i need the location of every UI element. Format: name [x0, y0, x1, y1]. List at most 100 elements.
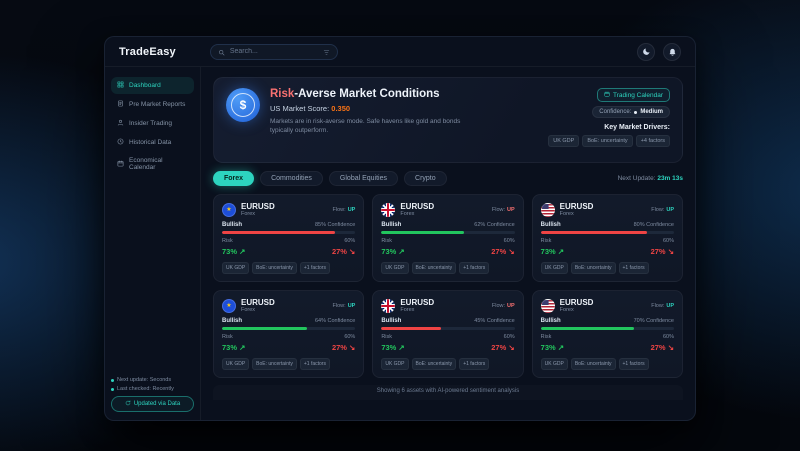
status-line: Next update: Seconds	[111, 377, 194, 383]
asset-market: Forex	[400, 307, 415, 313]
risk-value: 60%	[662, 334, 674, 340]
driver-tag[interactable]: UK GDP	[540, 358, 568, 370]
sentiment-label: Bullish	[222, 222, 243, 228]
refresh-data-button[interactable]: Updated via Data	[111, 396, 194, 412]
asset-card[interactable]: EURUSD Forex Flow: UP Bullish 64% Confid…	[213, 290, 365, 378]
driver-tag[interactable]: BoE: uncertainty	[411, 358, 457, 370]
driver-tag[interactable]: BoE: uncertainty	[252, 358, 297, 370]
bullish-percent: 73% ↗	[222, 343, 246, 352]
driver-tag[interactable]: BoE: uncertainty	[582, 135, 633, 147]
tab-forex[interactable]: Forex	[213, 171, 255, 186]
driver-tag[interactable]: +1 factors	[618, 262, 649, 274]
driver-tag[interactable]: UK GDP	[381, 358, 409, 370]
tab-global-equities[interactable]: Global Equities	[328, 171, 399, 186]
confidence-bar	[222, 327, 356, 330]
status-text: Next update: Seconds	[117, 377, 172, 383]
driver-tag[interactable]: +1 factors	[299, 262, 330, 274]
driver-tag[interactable]: UK GDP	[222, 262, 250, 274]
confidence-text: 85% Confidence	[314, 222, 356, 228]
bullish-percent: 73% ↗	[381, 247, 405, 256]
us-flag-icon	[540, 202, 555, 217]
driver-tag[interactable]: +1 factors	[618, 358, 649, 370]
user-icon	[117, 119, 124, 128]
confidence-text: 70% Confidence	[633, 318, 674, 324]
tab-commodities[interactable]: Commodities	[260, 171, 323, 186]
confidence-bar-fill	[222, 231, 336, 234]
sidebar-item-pre-market-reports[interactable]: Pre Market Reports	[111, 96, 194, 113]
uk-flag-icon	[381, 298, 396, 313]
sidebar: Dashboard Pre Market Reports Insider Tra…	[105, 67, 201, 420]
sentiment-label: Bullish	[540, 318, 561, 324]
flow-value: UP	[507, 206, 515, 213]
hero-left: $ Risk-Averse Market Conditions US Marke…	[226, 88, 502, 152]
driver-tag[interactable]: BoE: uncertainty	[570, 358, 616, 370]
app-logo: TradeEasy	[119, 45, 176, 58]
risk-value: 60%	[344, 238, 356, 244]
confidence-badge: Confidence: Medium	[592, 106, 670, 118]
confidence-text: 64% Confidence	[314, 318, 356, 324]
refresh-icon	[125, 400, 131, 408]
risk-value: 60%	[503, 238, 515, 244]
notifications-button[interactable]	[663, 42, 681, 61]
asset-card[interactable]: EURUSD Forex Flow: UP Bullish 70% Confid…	[531, 290, 683, 378]
asset-symbol: EURUSD	[400, 298, 435, 307]
driver-tag[interactable]: BoE: uncertainty	[252, 262, 297, 274]
topbar-actions	[637, 42, 681, 61]
sidebar-item-label: Historical Data	[129, 139, 172, 146]
theme-toggle-button[interactable]	[637, 42, 655, 61]
confidence-text: 62% Confidence	[474, 222, 515, 228]
driver-tag[interactable]: UK GDP	[381, 262, 409, 274]
risk-value: 60%	[344, 334, 356, 340]
driver-tag[interactable]: UK GDP	[540, 262, 568, 274]
driver-tag[interactable]: +1 factors	[299, 358, 330, 370]
confidence-bar	[222, 231, 356, 234]
risk-label: Risk	[381, 334, 393, 340]
flow-value: UP	[347, 302, 356, 309]
sidebar-item-dashboard[interactable]: Dashboard	[111, 77, 194, 94]
flow-indicator: Flow: UP	[651, 206, 674, 213]
bearish-percent: 27% ↘	[650, 247, 674, 256]
bell-icon	[668, 43, 677, 61]
asset-symbol: EURUSD	[559, 202, 594, 211]
search-input[interactable]	[229, 48, 318, 55]
confidence-dot-icon	[634, 110, 638, 114]
sidebar-item-label: Pre Market Reports	[129, 101, 186, 108]
driver-tag[interactable]: UK GDP	[548, 135, 580, 147]
bullish-percent: 73% ↗	[222, 247, 246, 256]
driver-tag[interactable]: UK GDP	[222, 358, 250, 370]
grid-icon	[117, 81, 124, 90]
sidebar-item-economical-calendar[interactable]: Economical Calendar	[111, 153, 194, 175]
driver-tag[interactable]: +4 factors	[635, 135, 670, 147]
asset-market: Forex	[400, 211, 415, 217]
driver-tag[interactable]: +1 factors	[459, 358, 490, 370]
sidebar-item-historical-data[interactable]: Historical Data	[111, 134, 194, 151]
market-score-value: 0.350	[331, 104, 351, 113]
asset-card[interactable]: EURUSD Forex Flow: UP Bullish 85% Confid…	[213, 194, 365, 282]
calendar-icon	[117, 160, 124, 169]
risk-label: Risk	[222, 238, 233, 244]
filter-icon[interactable]	[323, 43, 330, 61]
driver-tag[interactable]: BoE: uncertainty	[570, 262, 616, 274]
search-box[interactable]	[209, 43, 338, 61]
sentiment-label: Bullish	[222, 318, 243, 324]
sidebar-item-insider-trading[interactable]: Insider Trading	[111, 115, 194, 132]
bearish-percent: 27% ↘	[331, 247, 356, 256]
flow-value: UP	[347, 206, 356, 213]
driver-tag[interactable]: BoE: uncertainty	[411, 262, 457, 274]
sidebar-footer: Next update: Seconds Last checked: Recen…	[111, 377, 194, 412]
asset-symbol: EURUSD	[400, 202, 435, 211]
trading-calendar-button[interactable]: Trading Calendar	[597, 88, 670, 102]
asset-symbol: EURUSD	[241, 298, 275, 307]
asset-card[interactable]: EURUSD Forex Flow: UP Bullish 80% Confid…	[531, 194, 683, 282]
asset-card[interactable]: EURUSD Forex Flow: UP Bullish 62% Confid…	[372, 194, 524, 282]
tab-crypto[interactable]: Crypto	[404, 171, 447, 186]
bullish-percent: 73% ↗	[540, 247, 565, 256]
bullish-percent: 73% ↗	[540, 343, 565, 352]
asset-market: Forex	[559, 211, 574, 217]
uk-flag-icon	[381, 202, 396, 217]
dollar-coin-icon: $	[226, 88, 260, 122]
footer-note: Showing 6 assets with AI-powered sentime…	[376, 388, 520, 394]
asset-card[interactable]: EURUSD Forex Flow: UP Bullish 45% Confid…	[372, 290, 524, 378]
driver-tag[interactable]: +1 factors	[459, 262, 490, 274]
